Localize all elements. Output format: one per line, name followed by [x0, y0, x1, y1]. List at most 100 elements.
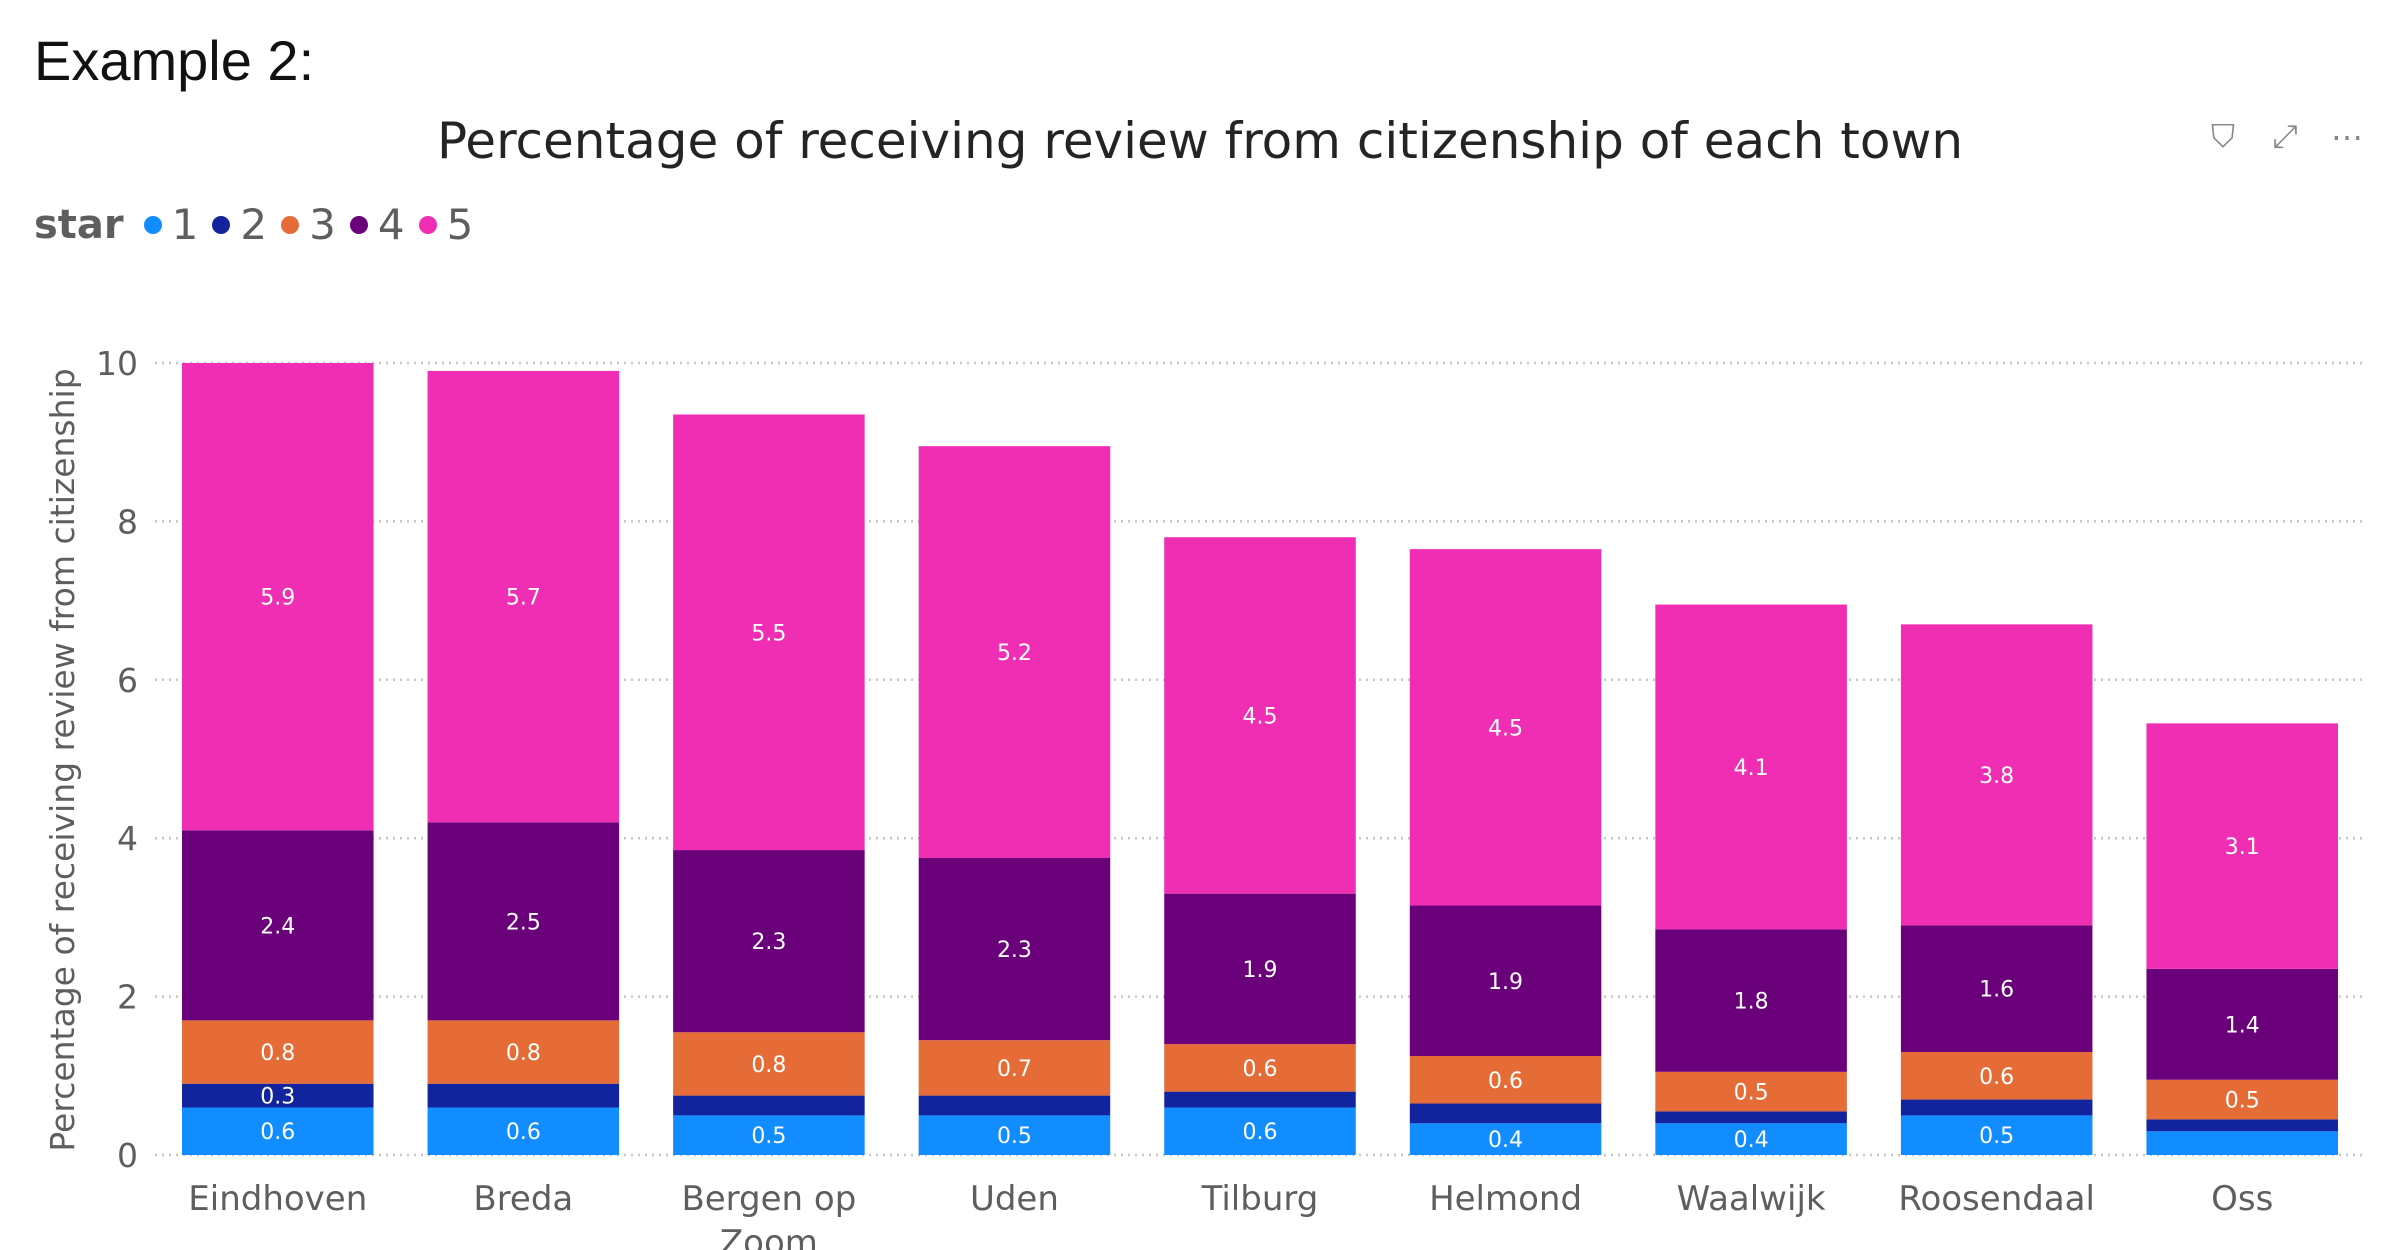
data-label: 5.2 — [997, 641, 1032, 666]
legend-dot-icon — [349, 215, 368, 234]
bar-segment[interactable] — [427, 1020, 620, 1084]
bar-segment[interactable] — [2146, 723, 2338, 969]
bar-segment[interactable] — [427, 1083, 620, 1108]
bar-segment[interactable] — [182, 1083, 374, 1108]
example-label: Example 2: — [34, 29, 315, 92]
bar-segment[interactable] — [1409, 549, 1602, 906]
bar-segment[interactable] — [1900, 1099, 2093, 1116]
category-label-line: Uden — [970, 1179, 1059, 1219]
focus-mode-icon[interactable]: ⤢ — [2272, 118, 2298, 154]
bar-segment[interactable] — [1164, 1091, 1356, 1108]
legend-dot-icon — [143, 215, 162, 234]
bar-segment[interactable] — [1655, 1123, 1847, 1155]
data-label: 0.3 — [260, 1085, 295, 1110]
bar-segment[interactable] — [673, 1032, 865, 1096]
x-category-label: Uden — [970, 1179, 1059, 1219]
bar-segment[interactable] — [673, 1095, 865, 1116]
data-label: 2.3 — [997, 938, 1032, 963]
data-label: 1.9 — [1243, 958, 1278, 983]
bar-segment[interactable] — [182, 830, 374, 1021]
bar-segment[interactable] — [1164, 1044, 1356, 1092]
category-label-line: Helmond — [1429, 1179, 1582, 1219]
x-category-label: Eindhoven — [188, 1179, 367, 1219]
legend-label: 2 — [240, 200, 268, 249]
y-tick-label: 8 — [117, 502, 138, 541]
data-label: 0.5 — [1734, 1081, 1769, 1106]
category-label-line: Breda — [473, 1179, 573, 1219]
bar-segment[interactable] — [427, 370, 620, 823]
bar-segment[interactable] — [673, 850, 865, 1033]
bar-segment[interactable] — [1900, 1052, 2093, 1100]
filter-icon[interactable]: ⛉ — [2210, 118, 2235, 154]
bar-segment[interactable] — [918, 1040, 1111, 1096]
bar-segment[interactable] — [1655, 1111, 1847, 1124]
y-tick-label: 2 — [117, 978, 138, 1017]
bar-segment[interactable] — [2146, 1131, 2338, 1155]
x-category-label: Roosendaal — [1898, 1179, 2095, 1219]
data-label: 0.5 — [1979, 1124, 2014, 1149]
x-category-label: Helmond — [1429, 1179, 1582, 1219]
bar-segment[interactable] — [1409, 1103, 1602, 1124]
bar-segment[interactable] — [1900, 925, 2093, 1053]
legend-item-star-3[interactable]: 3 — [281, 200, 336, 249]
data-label: 1.8 — [1734, 990, 1769, 1015]
bar-segment[interactable] — [673, 1115, 865, 1155]
data-label: 0.4 — [1488, 1128, 1523, 1153]
bar-segment[interactable] — [2146, 968, 2338, 1080]
data-label: 0.6 — [260, 1120, 295, 1145]
data-label: 2.3 — [751, 930, 786, 955]
category-label-line: Eindhoven — [188, 1179, 367, 1219]
bar-segment[interactable] — [182, 363, 374, 831]
bar-segment[interactable] — [1164, 1107, 1356, 1155]
bar-segment[interactable] — [1409, 1056, 1602, 1104]
x-category-label: Breda — [473, 1179, 573, 1219]
more-options-icon[interactable]: ⋯ — [2331, 119, 2363, 155]
data-label: 3.8 — [1979, 764, 2014, 789]
legend-item-star-1[interactable]: 1 — [143, 200, 199, 249]
data-label: 0.6 — [1243, 1120, 1278, 1145]
data-label: 0.4 — [1734, 1128, 1769, 1153]
legend-item-star-4[interactable]: 4 — [349, 200, 405, 249]
legend-dot-icon — [212, 215, 231, 234]
bar-segment[interactable] — [918, 858, 1111, 1041]
bar-segment[interactable] — [182, 1107, 374, 1155]
legend-label: 3 — [309, 200, 336, 249]
bar-segment[interactable] — [918, 1095, 1111, 1116]
bar-segment[interactable] — [1900, 624, 2093, 926]
data-label: 0.6 — [1243, 1057, 1278, 1082]
bar-segment[interactable] — [1409, 1123, 1602, 1155]
x-category-label: Waalwijk — [1677, 1179, 1826, 1219]
bar-segment[interactable] — [918, 446, 1111, 858]
bar-segment[interactable] — [1164, 537, 1356, 894]
data-label: 0.6 — [506, 1120, 541, 1145]
legend-title: star — [34, 201, 124, 248]
y-tick-label: 4 — [117, 819, 138, 858]
legend-item-star-5[interactable]: 5 — [418, 200, 473, 249]
y-tick-label: 0 — [117, 1136, 138, 1175]
data-label: 0.5 — [751, 1124, 786, 1149]
bar-segment[interactable] — [1655, 604, 1847, 930]
data-label: 0.6 — [1488, 1069, 1523, 1094]
bar-segment[interactable] — [2146, 1119, 2338, 1132]
bar-segment[interactable] — [673, 414, 865, 851]
bar-segment[interactable] — [1409, 905, 1602, 1056]
visual-header-toolbar: ⛉ ⤢ ⋯ — [2204, 118, 2366, 156]
category-label-line: Roosendaal — [1898, 1179, 2095, 1219]
bar-segment[interactable] — [2146, 1079, 2338, 1120]
bar-segment[interactable] — [427, 1107, 620, 1155]
legend-item-star-2[interactable]: 2 — [212, 200, 267, 249]
bar-segment[interactable] — [1655, 929, 1847, 1072]
bar-segment[interactable] — [427, 822, 620, 1021]
bar-segment[interactable] — [918, 1115, 1111, 1155]
bar-segment[interactable] — [1900, 1115, 2093, 1155]
data-label: 4.5 — [1488, 716, 1523, 741]
bar-segment[interactable] — [182, 1020, 374, 1084]
legend-label: 1 — [171, 200, 199, 249]
bar-segment[interactable] — [1655, 1071, 1847, 1112]
bar-segment[interactable] — [1164, 893, 1356, 1045]
x-category-label: Bergen op Zoom — [681, 1179, 856, 1250]
category-label-line: Tilburg — [1201, 1179, 1319, 1219]
data-label: 0.7 — [997, 1057, 1032, 1082]
data-label: 0.8 — [506, 1041, 541, 1066]
data-label: 1.6 — [1979, 978, 2014, 1003]
